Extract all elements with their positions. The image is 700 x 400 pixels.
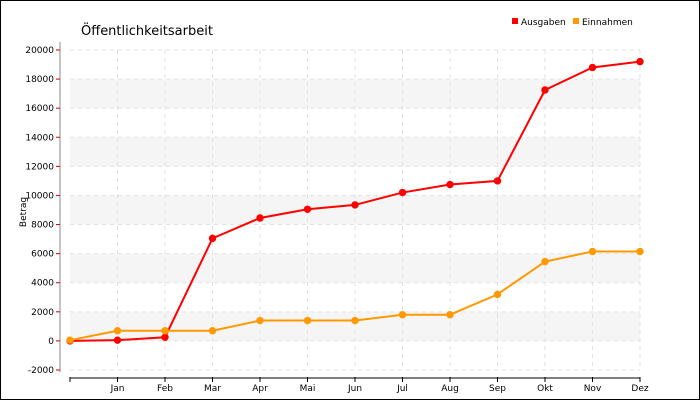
y-tick-label: 8000: [31, 221, 54, 231]
grid-lines: [70, 49, 641, 371]
y-tick-label: 0: [48, 337, 54, 347]
data-point-einnahmen: [493, 290, 502, 299]
data-point-einnahmen: [636, 247, 644, 256]
x-tick-label: Nov: [584, 384, 602, 394]
x-tick-label: Jun: [347, 384, 362, 394]
x-tick-label: Okt: [537, 384, 553, 394]
legend-swatch-ausgaben: [512, 18, 518, 24]
data-point-einnahmen: [446, 311, 454, 319]
y-tick-label: 16000: [25, 104, 54, 114]
y-tick-label: 18000: [25, 75, 54, 85]
x-tick-label: Mar: [204, 384, 221, 394]
data-point-einnahmen: [588, 247, 597, 256]
data-point-ausgaben: [256, 214, 264, 222]
data-point-ausgaben: [493, 177, 502, 185]
data-point-einnahmen: [541, 257, 549, 266]
x-tick-label: Dez: [631, 384, 648, 394]
y-tick-label: 20000: [25, 46, 54, 56]
data-point-einnahmen: [256, 316, 264, 325]
data-point-ausgaben: [303, 205, 312, 213]
x-tick-label: Aug: [441, 384, 459, 394]
data-point-ausgaben: [446, 180, 454, 189]
legend-item-ausgaben: Ausgaben: [512, 18, 566, 28]
legend-swatch-einnahmen: [573, 18, 579, 24]
data-point-ausgaben: [588, 63, 597, 72]
x-tick-label: Apr: [252, 384, 268, 394]
data-point-einnahmen: [351, 316, 359, 325]
y-tick-label: 14000: [25, 133, 54, 143]
legend-label-ausgaben: Ausgaben: [521, 18, 566, 28]
data-point-einnahmen: [113, 327, 122, 335]
chart-title: Öffentlichkeitsarbeit: [81, 22, 213, 39]
data-point-einnahmen: [161, 327, 169, 335]
data-point-ausgaben: [636, 57, 644, 66]
x-tick-label: Mai: [300, 384, 316, 394]
data-point-einnahmen: [303, 316, 312, 325]
series-einnahmen: [66, 247, 644, 344]
x-tick-label: Sep: [489, 384, 506, 394]
y-tick-label: 10000: [25, 191, 54, 201]
y-tick-label: -2000: [28, 366, 54, 376]
y-tick-label: 2000: [31, 308, 54, 318]
data-point-einnahmen: [66, 336, 74, 344]
series-layer: [66, 57, 644, 345]
legend-item-einnahmen: Einnahmen: [573, 18, 633, 28]
data-point-ausgaben: [161, 333, 169, 341]
data-point-ausgaben: [113, 336, 122, 344]
data-point-ausgaben: [351, 201, 359, 209]
data-point-ausgaben: [208, 234, 217, 243]
data-point-ausgaben: [541, 86, 549, 94]
grid-band: [70, 137, 640, 167]
y-tick-label: 4000: [31, 279, 54, 289]
x-tick-label: Feb: [157, 384, 173, 394]
x-axis-ticks: Jan Feb Mar Apr Mai Jun Jul Aug Sep Okt Nov Dez: [69, 377, 649, 394]
legend: Ausgaben Einnahmen: [512, 18, 633, 28]
data-point-ausgaben: [398, 188, 407, 197]
y-axis-label: Betrag: [19, 197, 29, 227]
legend-label-einnahmen: Einnahmen: [582, 18, 633, 28]
y-tick-label: 6000: [31, 250, 54, 260]
data-point-einnahmen: [208, 327, 217, 335]
x-tick-label: Jan: [110, 384, 125, 394]
y-axis-ticks: -2000 0 2000 4000 6000 8000 10000 12000 14000 160…: [25, 46, 60, 376]
y-tick-label: 12000: [25, 162, 54, 172]
data-point-einnahmen: [398, 311, 407, 319]
x-tick-label: Jul: [396, 384, 408, 394]
